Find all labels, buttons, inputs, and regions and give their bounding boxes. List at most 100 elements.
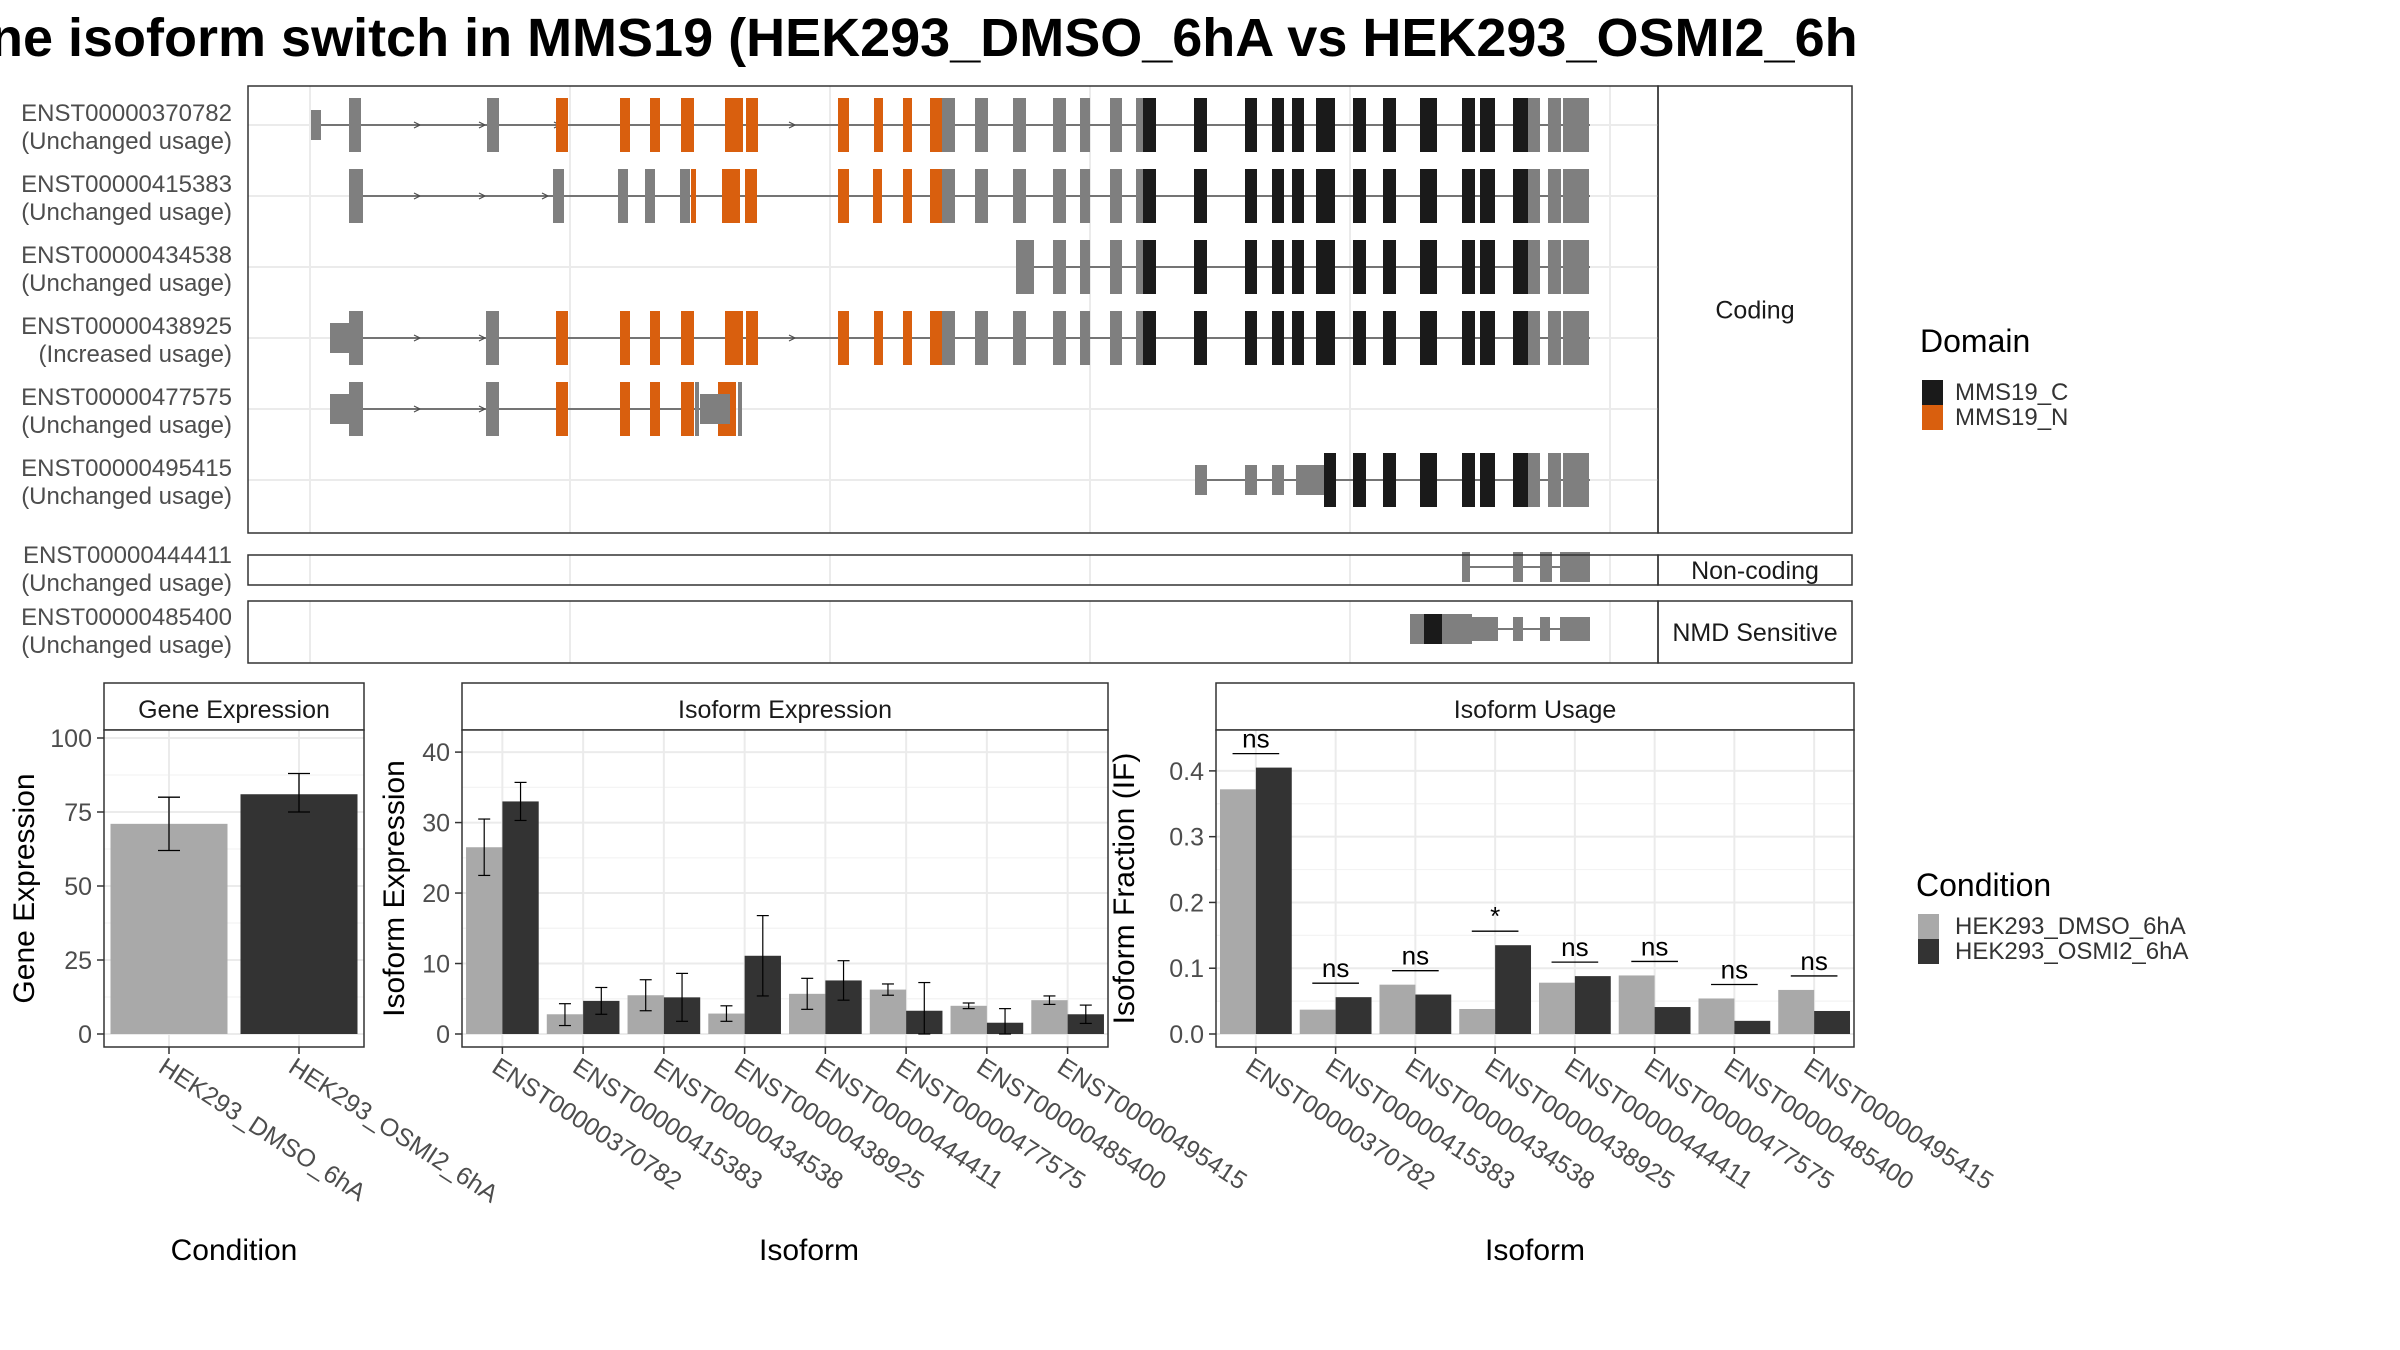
legend-key-MMS19_N	[1922, 405, 1943, 430]
exon	[1513, 311, 1528, 365]
exon	[1195, 465, 1207, 495]
exon	[1420, 453, 1437, 507]
exon	[1420, 98, 1437, 152]
exon	[680, 169, 690, 223]
bar	[1778, 989, 1815, 1034]
exon	[1296, 465, 1328, 495]
exon	[1528, 311, 1540, 365]
strand-arrow	[478, 334, 487, 342]
bar	[1335, 997, 1372, 1034]
exon	[1245, 465, 1257, 495]
facet-strip	[1657, 85, 1853, 534]
structure-panel-bg	[248, 86, 1658, 533]
structure-panel-frame	[247, 600, 1659, 664]
exon	[1013, 169, 1026, 223]
legend-label: HEK293_OSMI2_6hA	[1955, 938, 2188, 965]
exon	[1316, 169, 1335, 223]
exon	[1110, 240, 1122, 294]
bar	[240, 794, 358, 1034]
exon	[1353, 453, 1366, 507]
exon	[903, 169, 912, 223]
facet-strip-title: Isoform Expression	[678, 696, 892, 724]
exon	[1316, 240, 1335, 294]
bar	[1219, 789, 1256, 1034]
exon	[1292, 311, 1304, 365]
exon	[725, 98, 743, 152]
exon	[1383, 311, 1396, 365]
exon	[650, 382, 660, 436]
facet-strip	[103, 682, 365, 731]
strand-arrow	[413, 405, 422, 413]
bar-chart-panels: Gene Expression0255075100HEK293_DMSO_6hA…	[8, 682, 1998, 1267]
exon	[681, 382, 694, 436]
x-tick-label: HEK293_DMSO_6hA	[154, 1053, 371, 1208]
strand-arrow	[788, 121, 797, 129]
strand-arrow	[413, 334, 422, 342]
exon	[1143, 240, 1156, 294]
legend-label: MMS19_C	[1955, 379, 2068, 406]
significance-label: ns	[1641, 931, 1668, 961]
bar	[1654, 1007, 1691, 1034]
exon	[1143, 169, 1156, 223]
y-tick-label: 40	[422, 739, 450, 767]
legend-label: HEK293_DMSO_6hA	[1955, 913, 2186, 940]
exon	[1383, 453, 1396, 507]
exon	[1110, 98, 1122, 152]
exon	[1053, 169, 1066, 223]
exon	[1462, 311, 1475, 365]
strand-arrow	[478, 121, 487, 129]
y-tick-label: 0.2	[1169, 889, 1204, 917]
exon	[1292, 240, 1304, 294]
bar	[1067, 1014, 1104, 1034]
exon	[556, 311, 568, 365]
exon	[556, 98, 568, 152]
exon	[903, 311, 912, 365]
exon	[1013, 311, 1026, 365]
exon	[681, 98, 694, 152]
y-tick-label: 0.3	[1169, 824, 1204, 852]
exon	[1016, 240, 1024, 294]
significance-label: ns	[1561, 932, 1588, 962]
exon	[1136, 311, 1146, 365]
y-tick-label: 25	[64, 947, 92, 975]
exon	[1136, 98, 1146, 152]
exon	[975, 169, 988, 223]
exon	[1053, 240, 1066, 294]
facet-strip-label: NMD Sensitive	[1672, 619, 1837, 647]
legend-key-MMS19_C	[1922, 380, 1943, 405]
exon	[1480, 453, 1495, 507]
exon	[1462, 552, 1470, 582]
exon	[349, 98, 361, 152]
exon	[942, 311, 955, 365]
y-tick-label: 0.4	[1169, 758, 1204, 786]
facet-strip-title: Isoform Usage	[1454, 696, 1617, 724]
exon	[1540, 617, 1550, 641]
significance-label: ns	[1800, 946, 1827, 976]
plot-frame	[1215, 729, 1855, 1048]
exon	[975, 98, 988, 152]
exon	[1245, 169, 1257, 223]
exon	[930, 98, 942, 152]
exon	[330, 323, 352, 353]
transcript-row-ENST00000438925	[330, 311, 1590, 365]
significance-label: ns	[1242, 724, 1269, 754]
strand-arrow	[478, 192, 487, 200]
exon	[349, 169, 363, 223]
exon	[620, 382, 630, 436]
exon	[1563, 453, 1589, 507]
transcript-row-ENST00000495415	[1195, 453, 1590, 507]
bar	[1379, 984, 1416, 1034]
bar	[1031, 1000, 1068, 1034]
exon	[1560, 617, 1590, 641]
exon	[1272, 98, 1284, 152]
transcript-id-label: ENST00000415383	[21, 171, 232, 198]
figure-title: ne isoform switch in MMS19 (HEK293_DMSO_…	[0, 8, 1858, 68]
bar	[1415, 994, 1452, 1034]
bar	[869, 989, 907, 1034]
y-tick-label: 100	[50, 725, 92, 753]
exon	[1353, 98, 1366, 152]
exon	[1292, 169, 1304, 223]
transcript-id-label: ENST00000495415	[21, 455, 232, 482]
